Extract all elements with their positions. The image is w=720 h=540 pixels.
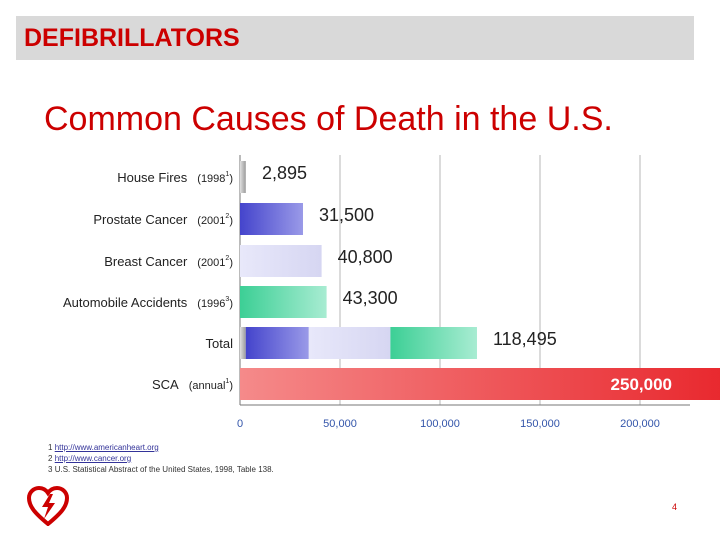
value-label-total: 118,495: [493, 329, 557, 349]
footnotes: 1 http://www.americanheart.org 2 http://…: [48, 442, 274, 475]
footnote-number: 3: [48, 465, 53, 474]
x-tick-label: 150,000: [520, 418, 560, 430]
bar-segment-automobile_accidents: [390, 327, 477, 359]
category-label-prostate_cancer: Prostate Cancer (20012): [93, 212, 233, 227]
bar-sca: [240, 368, 720, 400]
footnote-2: 2 http://www.cancer.org: [48, 453, 274, 464]
bar-segment-house_fires: [240, 327, 246, 359]
header-bar: DEFIBRILLATORS: [16, 16, 694, 60]
footnote-number: 1: [48, 443, 53, 452]
heart-defibrillator-icon: [26, 486, 70, 526]
bar-prostate_cancer: [240, 203, 303, 235]
value-label-breast_cancer: 40,800: [338, 247, 393, 267]
footnote-number: 2: [48, 454, 53, 463]
bar-segment-prostate_cancer: [245, 327, 309, 359]
page-number: 4: [672, 502, 678, 512]
x-tick-label: 100,000: [420, 418, 460, 430]
header-title: DEFIBRILLATORS: [24, 24, 240, 52]
bar-automobile_accidents: [240, 286, 327, 318]
slide-title: Common Causes of Death in the U.S.: [44, 100, 613, 138]
value-label-automobile_accidents: 43,300: [343, 288, 398, 308]
x-tick-label: 50,000: [323, 418, 357, 430]
value-label-house_fires: 2,895: [262, 163, 307, 183]
footnote-1: 1 http://www.americanheart.org: [48, 442, 274, 453]
category-label-sca: SCA (annual1): [152, 377, 233, 392]
footnote-text: U.S. Statistical Abstract of the United …: [54, 465, 274, 474]
category-label-house_fires: House Fires (19981): [117, 170, 233, 185]
category-label-automobile_accidents: Automobile Accidents (19963): [63, 295, 233, 310]
value-label-prostate_cancer: 31,500: [319, 205, 374, 225]
x-tick-label: 0: [237, 418, 243, 430]
bar-breast_cancer: [240, 245, 322, 277]
category-label-total: Total: [206, 336, 234, 351]
bar-segment-breast_cancer: [308, 327, 391, 359]
footnote-3: 3 U.S. Statistical Abstract of the Unite…: [48, 464, 274, 475]
category-label-breast_cancer: Breast Cancer (20012): [104, 254, 233, 269]
footnote-link-americanheart[interactable]: http://www.americanheart.org: [54, 443, 159, 452]
x-tick-label: 200,000: [620, 418, 660, 430]
bar-house_fires: [240, 161, 246, 193]
footnote-link-cancer[interactable]: http://www.cancer.org: [54, 454, 132, 463]
value-label-sca: 250,000: [611, 375, 672, 394]
